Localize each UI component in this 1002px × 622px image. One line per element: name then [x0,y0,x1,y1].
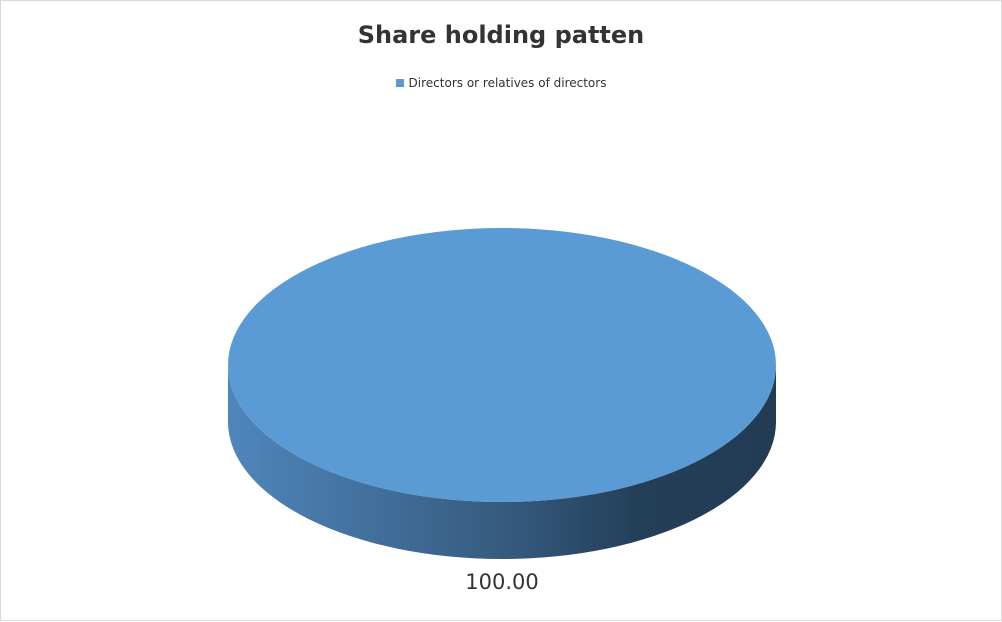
pie-slice [228,228,776,502]
pie-slice-side [228,365,776,559]
legend: Directors or relatives of directors [1,76,1001,90]
data-label: 100.00 [465,570,538,594]
legend-swatch [395,79,404,87]
legend-label: Directors or relatives of directors [408,76,607,90]
chart-title: Share holding patten [357,21,645,49]
